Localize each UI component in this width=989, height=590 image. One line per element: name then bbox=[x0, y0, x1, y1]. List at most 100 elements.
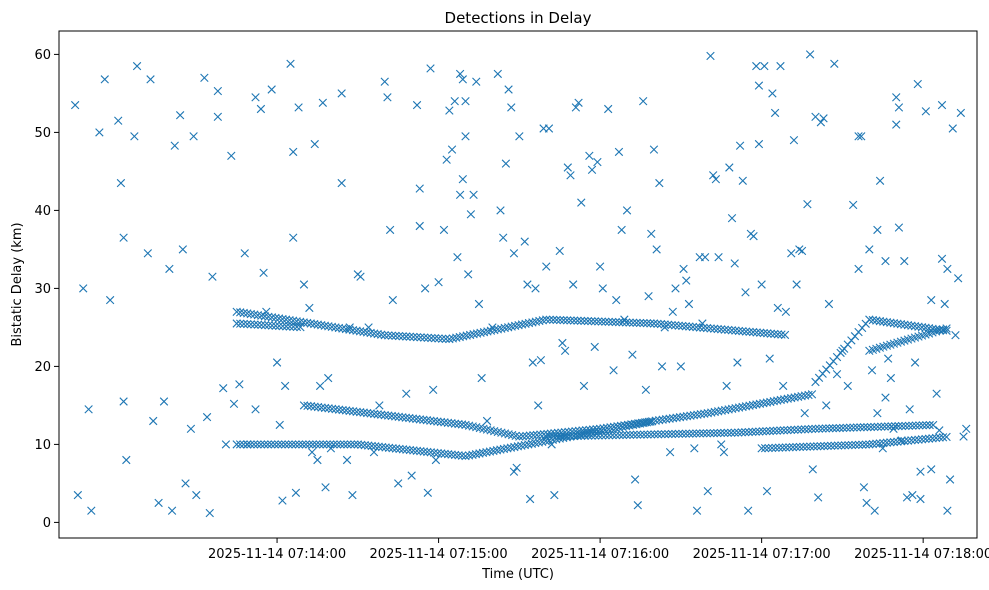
detection-marker bbox=[639, 318, 648, 328]
detection-marker bbox=[284, 440, 293, 449]
detection-marker bbox=[535, 316, 544, 326]
detection-marker bbox=[628, 318, 638, 327]
detection-marker bbox=[388, 443, 397, 453]
detection-marker bbox=[822, 401, 831, 410]
detection-marker bbox=[875, 439, 885, 448]
detection-marker bbox=[598, 284, 607, 293]
detection-marker bbox=[450, 97, 459, 106]
detection-marker bbox=[587, 431, 596, 440]
detection-marker bbox=[260, 320, 270, 330]
detection-marker bbox=[737, 428, 746, 437]
detection-marker bbox=[872, 316, 881, 325]
detection-marker bbox=[274, 440, 283, 449]
detection-marker bbox=[733, 358, 742, 367]
detection-marker bbox=[398, 413, 407, 422]
detection-marker bbox=[100, 75, 109, 84]
detection-marker bbox=[264, 321, 273, 330]
detection-marker bbox=[305, 303, 314, 313]
detection-marker bbox=[921, 107, 931, 116]
detection-marker bbox=[903, 436, 913, 445]
detection-marker bbox=[630, 475, 640, 484]
detection-marker bbox=[714, 253, 723, 262]
detection-marker bbox=[734, 326, 744, 336]
detection-marker bbox=[674, 429, 684, 439]
detection-marker bbox=[504, 323, 513, 332]
detection-marker bbox=[738, 176, 747, 185]
detection-marker bbox=[471, 449, 481, 459]
detection-marker bbox=[303, 401, 312, 411]
detection-marker bbox=[760, 61, 769, 71]
detection-marker bbox=[462, 331, 471, 340]
detection-marker bbox=[749, 231, 758, 241]
detection-marker bbox=[352, 326, 361, 335]
detection-marker bbox=[627, 420, 636, 429]
detection-marker bbox=[873, 422, 882, 431]
x-tick-label: 2025-11-14 07:16:00 bbox=[531, 547, 669, 562]
detection-marker bbox=[243, 319, 252, 329]
detection-marker bbox=[257, 311, 266, 320]
detection-marker bbox=[741, 288, 750, 297]
detection-marker bbox=[391, 412, 400, 421]
detection-marker bbox=[644, 417, 653, 426]
detection-marker bbox=[872, 439, 881, 448]
detection-marker bbox=[394, 331, 404, 341]
detection-marker bbox=[959, 432, 968, 441]
detection-marker bbox=[962, 424, 971, 433]
detection-marker bbox=[785, 443, 794, 452]
detection-marker bbox=[380, 410, 389, 420]
detection-marker bbox=[181, 479, 190, 488]
detection-marker bbox=[313, 320, 322, 329]
detection-marker bbox=[886, 318, 895, 327]
detection-marker bbox=[903, 321, 913, 330]
detection-marker bbox=[870, 506, 879, 515]
detection-marker bbox=[362, 328, 372, 337]
detection-marker bbox=[167, 506, 177, 515]
y-axis-label: Bistatic Delay (km) bbox=[10, 222, 25, 346]
detection-marker bbox=[534, 438, 543, 447]
detection-marker bbox=[510, 321, 520, 331]
detection-marker bbox=[763, 329, 772, 338]
detection-marker bbox=[483, 327, 492, 336]
detection-marker bbox=[940, 299, 949, 309]
detection-marker bbox=[227, 151, 236, 160]
detection-marker bbox=[748, 400, 758, 410]
detection-marker bbox=[797, 425, 806, 434]
detection-marker bbox=[776, 395, 785, 405]
detection-marker bbox=[738, 402, 747, 412]
detection-marker bbox=[932, 389, 941, 398]
detection-marker bbox=[771, 443, 780, 452]
detection-marker bbox=[285, 315, 294, 325]
detection-marker bbox=[597, 317, 607, 326]
detection-marker bbox=[302, 318, 312, 328]
detection-marker bbox=[928, 324, 937, 333]
detection-marker bbox=[708, 171, 718, 180]
detection-marker bbox=[236, 319, 245, 328]
detection-marker bbox=[243, 440, 252, 449]
detection-marker bbox=[278, 496, 287, 505]
detection-marker bbox=[813, 442, 822, 451]
detection-marker bbox=[717, 325, 726, 334]
detection-marker bbox=[767, 443, 777, 453]
detection-marker bbox=[613, 422, 622, 431]
detection-marker bbox=[651, 416, 660, 425]
detection-marker bbox=[713, 324, 722, 334]
detection-marker bbox=[608, 317, 617, 327]
detection-marker bbox=[714, 407, 723, 416]
detection-marker bbox=[461, 97, 470, 106]
detection-marker bbox=[521, 319, 530, 328]
detection-marker bbox=[229, 399, 239, 409]
detection-marker bbox=[897, 421, 907, 431]
detection-marker bbox=[943, 264, 952, 274]
detection-marker bbox=[536, 355, 546, 365]
detection-marker bbox=[657, 430, 666, 439]
detection-marker bbox=[886, 438, 895, 447]
detection-marker bbox=[250, 310, 259, 319]
detection-marker bbox=[790, 393, 799, 402]
detection-marker bbox=[246, 320, 256, 329]
detection-marker bbox=[499, 444, 509, 454]
detection-marker bbox=[689, 411, 699, 420]
detection-marker bbox=[405, 413, 414, 423]
detection-marker bbox=[647, 229, 656, 238]
detection-marker bbox=[566, 171, 575, 180]
